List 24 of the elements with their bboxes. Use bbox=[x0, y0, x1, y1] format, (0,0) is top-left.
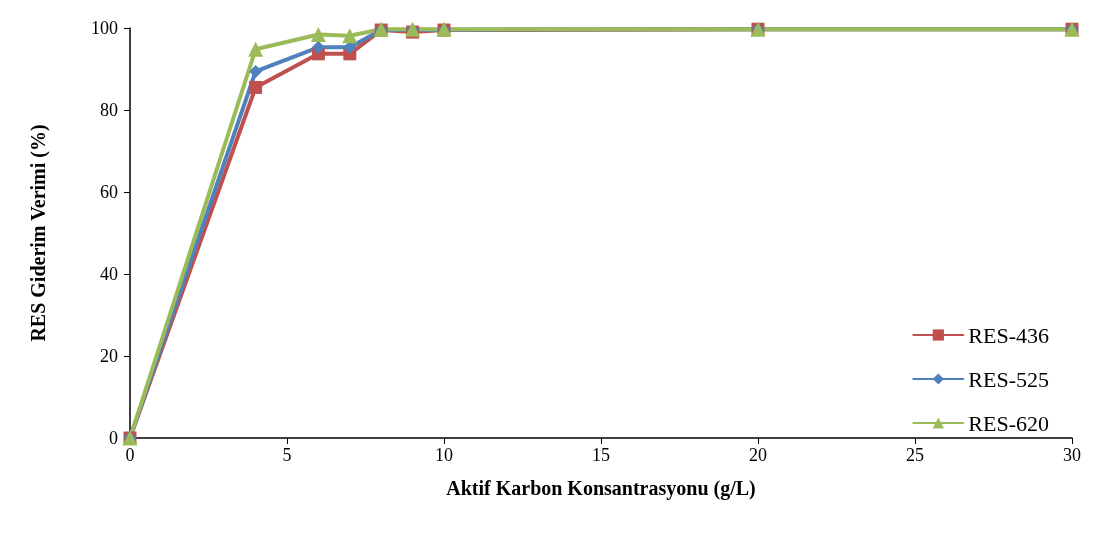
point bbox=[311, 40, 325, 54]
point bbox=[249, 64, 263, 78]
y-tick-label: 20 bbox=[100, 346, 118, 366]
x-tick-label: 30 bbox=[1063, 445, 1081, 465]
point bbox=[310, 27, 326, 43]
point bbox=[249, 80, 263, 94]
legend-label: RES-620 bbox=[968, 410, 1050, 436]
x-tick-label: 15 bbox=[592, 445, 610, 465]
point bbox=[342, 28, 358, 44]
y-tick-label: 0 bbox=[109, 428, 118, 448]
x-tick-label: 20 bbox=[749, 445, 767, 465]
y-tick-label: 40 bbox=[100, 264, 118, 284]
y-tick-label: 60 bbox=[100, 182, 118, 202]
point bbox=[248, 41, 264, 57]
x-tick-label: 10 bbox=[435, 445, 453, 465]
y-tick-label: 100 bbox=[91, 18, 118, 38]
y-tick-label: 80 bbox=[100, 100, 118, 120]
x-tick-label: 5 bbox=[282, 445, 292, 465]
x-axis-title: Aktif Karbon Konsantrasyonu (g/L) bbox=[446, 477, 756, 500]
x-tick-label: 25 bbox=[906, 445, 924, 465]
y-axis-title: RES Giderim Verimi (%) bbox=[27, 124, 50, 342]
legend-label: RES-525 bbox=[968, 366, 1050, 392]
legend-label: RES-436 bbox=[968, 322, 1050, 348]
x-tick-label: 0 bbox=[125, 445, 135, 465]
